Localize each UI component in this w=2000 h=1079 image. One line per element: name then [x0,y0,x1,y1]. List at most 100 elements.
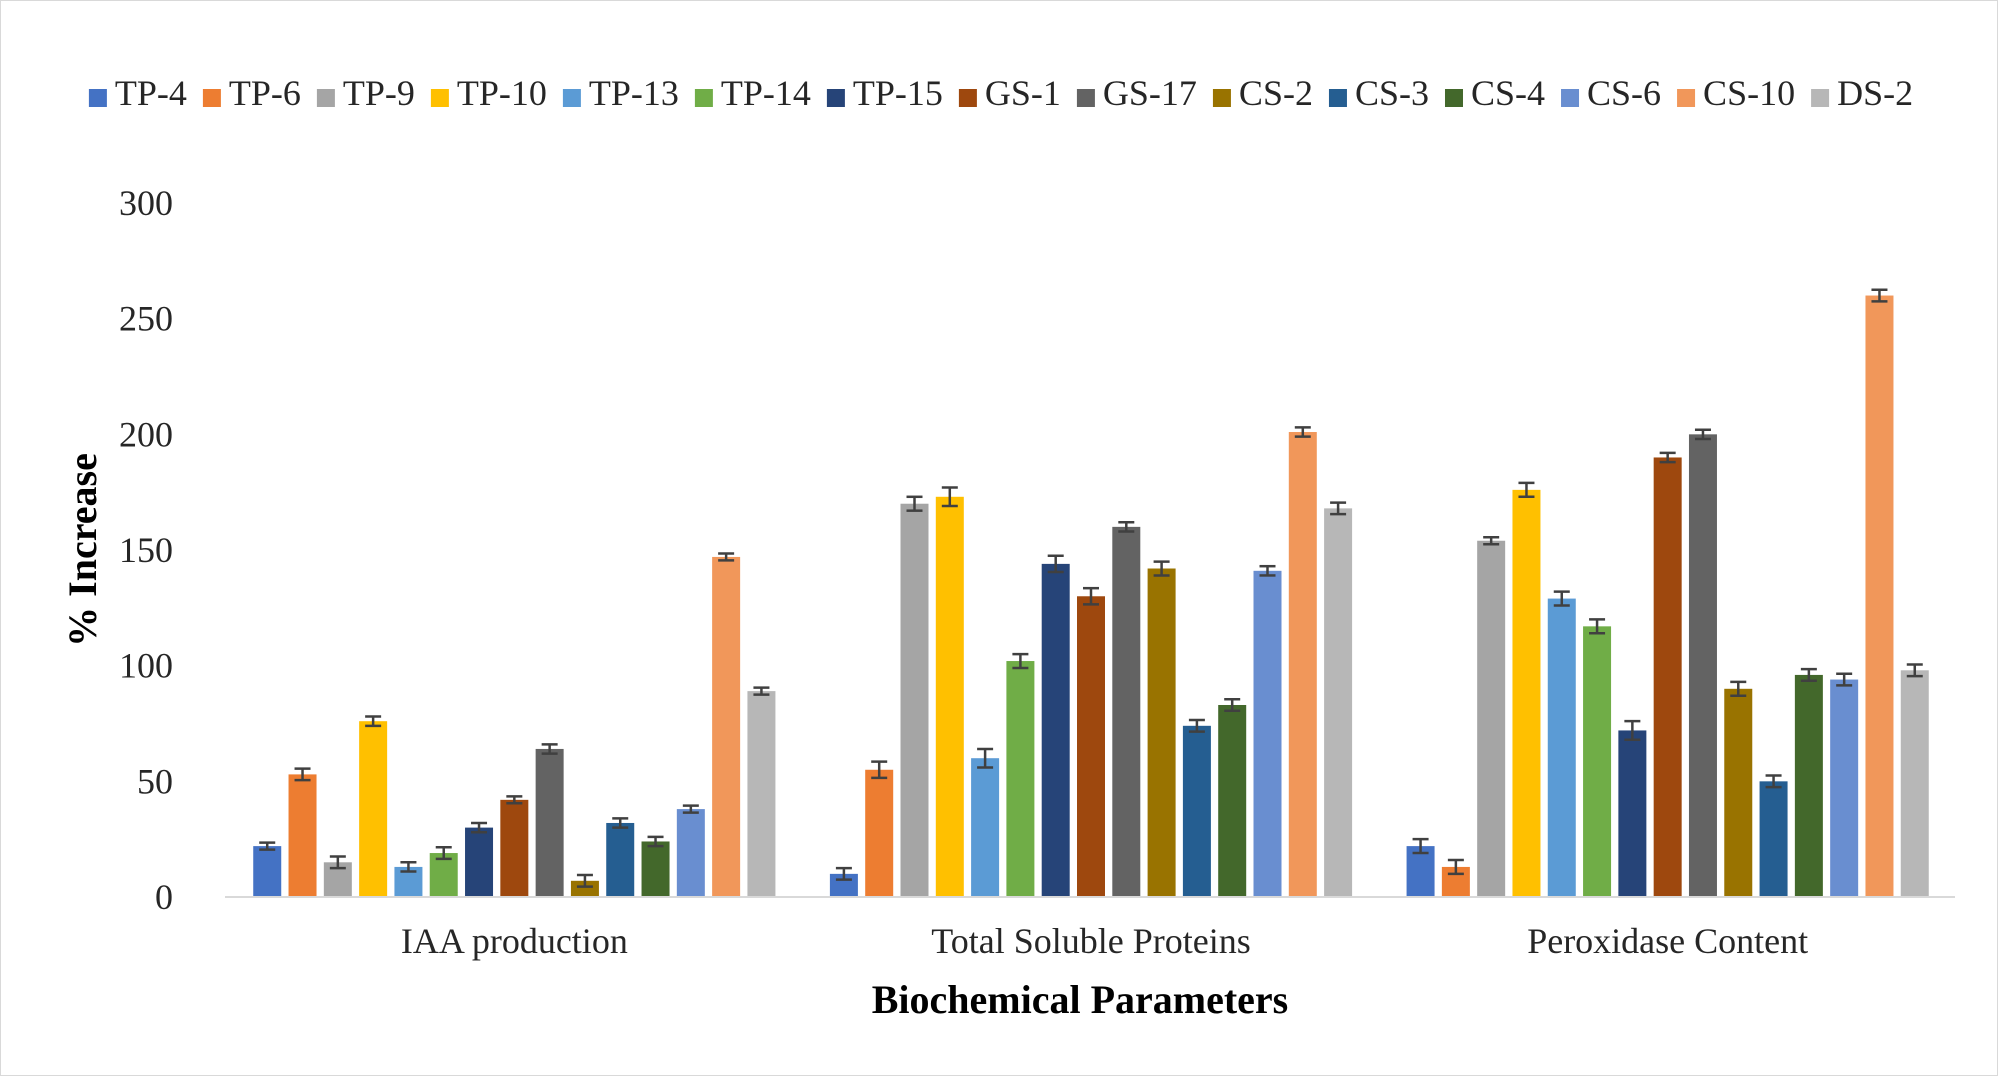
bar-cs-3-1 [606,822,635,897]
legend-item-tp-13: TP-13 [562,73,679,113]
error-bar-tp-9-1 [329,855,346,870]
legend-item-tp-15: TP-15 [826,73,943,113]
legend-label: CS-4 [1471,73,1545,113]
legend-item-cs-3: CS-3 [1328,73,1429,113]
category-labels: IAA production Total Soluble Proteins Pero… [401,921,1808,961]
error-bar-cs-10-2 [1294,426,1311,438]
y-axis-ticks: 0 50 100 150 200 250 300 [119,183,173,917]
legend-item-tp-14: TP-14 [694,73,811,113]
error-bar-tp-14-1 [435,846,452,861]
bar-tp-15-3 [1618,730,1647,897]
error-bar-cs-10-3 [1871,288,1888,303]
legend-item-cs-4: CS-4 [1444,73,1545,113]
error-bar-gs-17-1 [541,743,558,755]
y-axis-title: % Increase [60,453,105,647]
error-bar-tp-6-3 [1447,858,1464,876]
bar-cs-2-1 [570,880,599,897]
legend-swatch [958,89,977,107]
error-bars [259,288,1923,888]
error-bar-tp-6-2 [871,760,888,780]
legend: TP-4 TP-6 TP-9 TP-10 TP-13 TP-14 TP-15 GS-1 GS-1… [88,73,1913,113]
legend-label: TP-9 [343,73,415,113]
error-bar-tp-14-2 [1012,652,1029,670]
error-bar-ds-2-1 [753,686,770,696]
error-bar-tp-9-3 [1483,536,1500,546]
legend-item-gs-1: GS-1 [958,73,1061,113]
error-bar-tp-6-1 [294,767,311,782]
x-axis-title: Biochemical Parameters [872,977,1289,1022]
error-bar-tp-4-3 [1412,837,1429,855]
error-bar-gs-1-3 [1659,451,1676,464]
category-label: Total Soluble Proteins [931,921,1250,961]
bar-gs-1-2 [1077,596,1105,897]
error-bar-cs-6-3 [1836,672,1853,687]
legend-swatch [1076,89,1095,107]
category-label: Peroxidase Content [1527,921,1808,961]
bar-tp-10-2 [935,496,964,897]
bar-tp-9-3 [1477,540,1506,897]
legend-label: TP-15 [853,73,943,113]
legend-swatch [1811,89,1830,107]
bar-gs-1-1 [500,799,529,897]
y-tick-label: 50 [137,761,173,801]
y-tick-label: 200 [119,414,173,454]
legend-swatch [316,89,335,107]
bar-tp-9-2 [900,503,929,897]
y-tick-label: 0 [155,877,173,917]
error-bar-ds-2-3 [1906,663,1923,678]
legend-swatch [1212,89,1231,107]
error-bar-tp-13-2 [977,747,994,769]
bar-ds-2-1 [747,691,776,897]
legend-label: CS-2 [1239,73,1313,113]
bar-gs-17-3 [1688,434,1717,897]
legend-item-tp-4: TP-4 [88,73,187,113]
legend-label: TP-4 [115,73,187,113]
bar-tp-14-1 [429,853,458,897]
legend-item-tp-9: TP-9 [316,73,415,113]
legend-label: DS-2 [1837,73,1913,113]
legend-label: CS-3 [1355,73,1429,113]
error-bar-tp-10-3 [1518,481,1535,499]
legend-swatch [88,89,107,107]
legend-label: CS-10 [1703,73,1795,113]
legend-label: TP-13 [589,73,679,113]
error-bar-tp-15-3 [1624,719,1641,741]
error-bar-tp-15-2 [1047,554,1064,574]
bar-ds-2-3 [1900,670,1929,897]
error-bar-ds-2-2 [1330,501,1347,516]
bar-tp-6-1 [288,774,317,897]
error-bar-tp-4-1 [259,841,276,851]
legend-label: GS-1 [985,73,1061,113]
bar-cs-2-3 [1724,688,1753,897]
legend-item-cs-10: CS-10 [1677,73,1795,113]
error-bar-cs-3-2 [1188,718,1205,733]
bar-tp-15-1 [465,827,494,897]
y-tick-label: 250 [119,299,173,339]
error-bar-gs-17-2 [1118,520,1135,533]
legend-label: TP-14 [721,73,811,113]
bar-tp-15-2 [1041,563,1070,897]
error-bar-tp-13-3 [1553,590,1570,607]
error-bar-tp-15-1 [471,821,488,834]
error-bar-cs-2-2 [1153,560,1170,577]
bar-cs-4-1 [641,841,670,897]
legend-swatch [694,89,713,107]
bar-cs-6-1 [676,809,705,897]
bar-tp-10-3 [1512,489,1541,897]
bar-gs-17-2 [1112,526,1141,897]
error-bar-tp-4-2 [835,866,852,881]
legend-swatch [562,89,581,107]
bar-cs-3-3 [1759,781,1788,897]
error-bar-cs-2-3 [1730,680,1747,697]
error-bar-cs-6-1 [682,804,699,814]
legend-swatch [430,89,449,107]
legend-label: TP-6 [229,73,301,113]
error-bar-cs-6-2 [1259,564,1276,577]
bar-cs-6-3 [1830,679,1859,897]
bar-tp-10-1 [359,721,388,897]
bar-cs-2-2 [1147,568,1176,897]
bar-cs-10-2 [1288,432,1317,897]
legend-item-cs-6: CS-6 [1561,73,1661,113]
bar-tp-4-3 [1406,846,1435,897]
